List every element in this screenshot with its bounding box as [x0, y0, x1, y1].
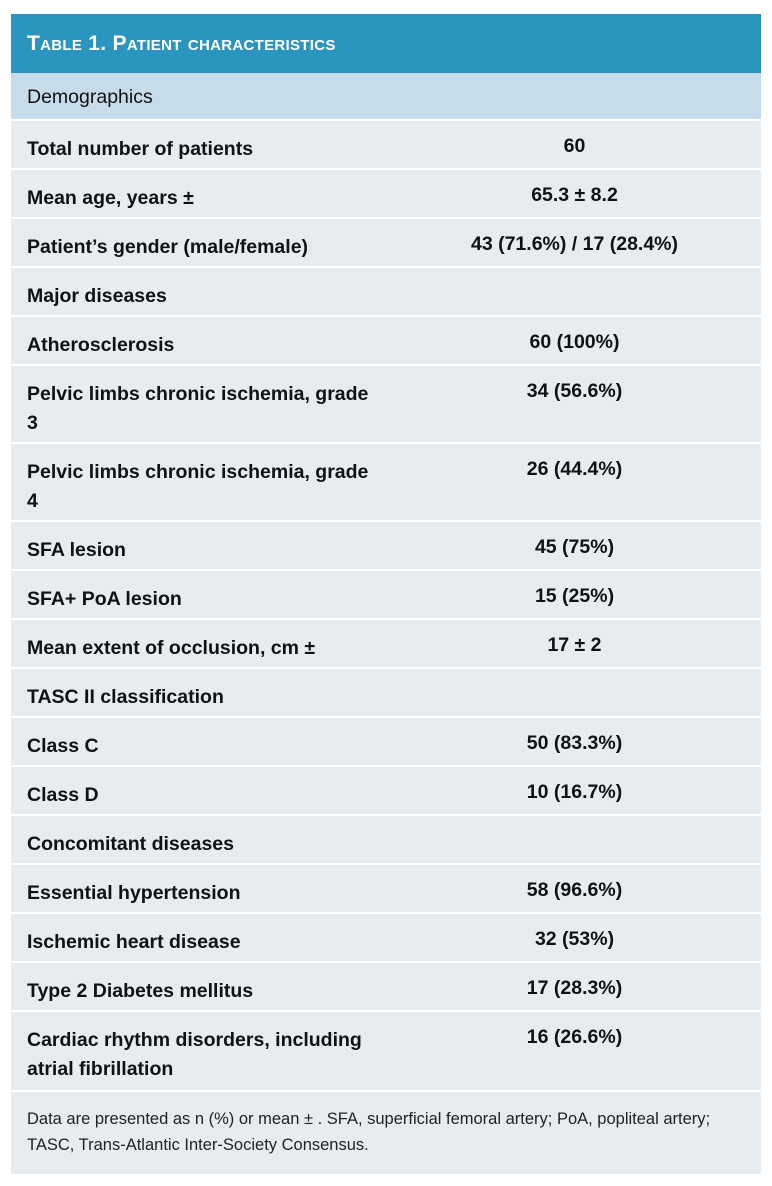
row-label: Total number of patients [11, 120, 388, 170]
row-label: Pelvic limbs chronic ischemia, grade 3 [11, 365, 388, 444]
row-label: Mean age, years ± [11, 169, 388, 219]
row-label: Essential hypertension [11, 864, 388, 914]
row-label: Type 2 Diabetes mellitus [11, 962, 388, 1012]
row-value: 60 [388, 120, 761, 170]
row-value: 16 (26.6%) [388, 1011, 761, 1092]
table-row: Class D 10 (16.7%) [11, 766, 761, 816]
table-row: Atherosclerosis 60 (100%) [11, 316, 761, 366]
table-row: Pelvic limbs chronic ischemia, grade 3 34… [11, 365, 761, 444]
patient-characteristics-table: Demographics Total number of patients 60 Me… [11, 73, 761, 1092]
row-value: 45 (75%) [388, 521, 761, 571]
row-label: Mean extent of occlusion, cm ± [11, 619, 388, 669]
table-row: SFA+ PoA lesion 15 (25%) [11, 570, 761, 620]
table-row: Type 2 Diabetes mellitus 17 (28.3%) [11, 962, 761, 1012]
row-value: 17 ± 2 [388, 619, 761, 669]
section-label: TASC II classification [11, 668, 388, 718]
table-title: Table 1. Patient characteristics [27, 31, 336, 55]
table-row: SFA lesion 45 (75%) [11, 521, 761, 571]
table-row: Mean age, years ±65.3 ± 8.2 [11, 169, 761, 219]
table-frame: Table 1. Patient characteristics Demogra… [11, 14, 761, 1174]
row-value: 32 (53%) [388, 913, 761, 963]
row-label: Patient’s gender (male/female) [11, 218, 388, 268]
section-label: Demographics [11, 73, 388, 121]
table-row: Ischemic heart disease 32 (53%) [11, 913, 761, 963]
row-value: 15 (25%) [388, 570, 761, 620]
row-value: 50 (83.3%) [388, 717, 761, 767]
row-value: 58 (96.6%) [388, 864, 761, 914]
table-section-row: TASC II classification [11, 668, 761, 718]
table-row: Class C 50 (83.3%) [11, 717, 761, 767]
section-label: Major diseases [11, 267, 388, 317]
row-label: Cardiac rhythm disorders, including atri… [11, 1011, 388, 1092]
row-value: 65.3 ± 8.2 [388, 169, 761, 219]
row-label: Pelvic limbs chronic ischemia, grade 4 [11, 443, 388, 522]
row-value: 43 (71.6%) / 17 (28.4%) [388, 218, 761, 268]
row-label: SFA+ PoA lesion [11, 570, 388, 620]
section-label: Concomitant diseases [11, 815, 388, 865]
row-value: 60 (100%) [388, 316, 761, 366]
table-section-row: Demographics [11, 73, 761, 121]
table-row: Cardiac rhythm disorders, including atri… [11, 1011, 761, 1092]
table-row: Total number of patients 60 [11, 120, 761, 170]
table-section-row: Concomitant diseases [11, 815, 761, 865]
table-row: Pelvic limbs chronic ischemia, grade 4 26… [11, 443, 761, 522]
row-value [388, 815, 761, 865]
table-row: Essential hypertension 58 (96.6%) [11, 864, 761, 914]
row-value: 17 (28.3%) [388, 962, 761, 1012]
table-row: Mean extent of occlusion, cm ±17 ± 2 [11, 619, 761, 669]
row-value: 26 (44.4%) [388, 443, 761, 522]
table-title-bar: Table 1. Patient characteristics [11, 14, 761, 73]
row-label: Class C [11, 717, 388, 767]
row-value: 34 (56.6%) [388, 365, 761, 444]
row-label: Class D [11, 766, 388, 816]
row-value: 10 (16.7%) [388, 766, 761, 816]
row-value [388, 267, 761, 317]
row-label: SFA lesion [11, 521, 388, 571]
row-value [388, 73, 761, 121]
table-body: Demographics Total number of patients 60 Me… [11, 73, 761, 1092]
row-label: Atherosclerosis [11, 316, 388, 366]
row-label: Ischemic heart disease [11, 913, 388, 963]
table-section-row: Major diseases [11, 267, 761, 317]
row-value [388, 668, 761, 718]
table-row: Patient’s gender (male/female) 43 (71.6%)… [11, 218, 761, 268]
table-footnote: Data are presented as n (%) or mean ± . … [27, 1110, 711, 1154]
